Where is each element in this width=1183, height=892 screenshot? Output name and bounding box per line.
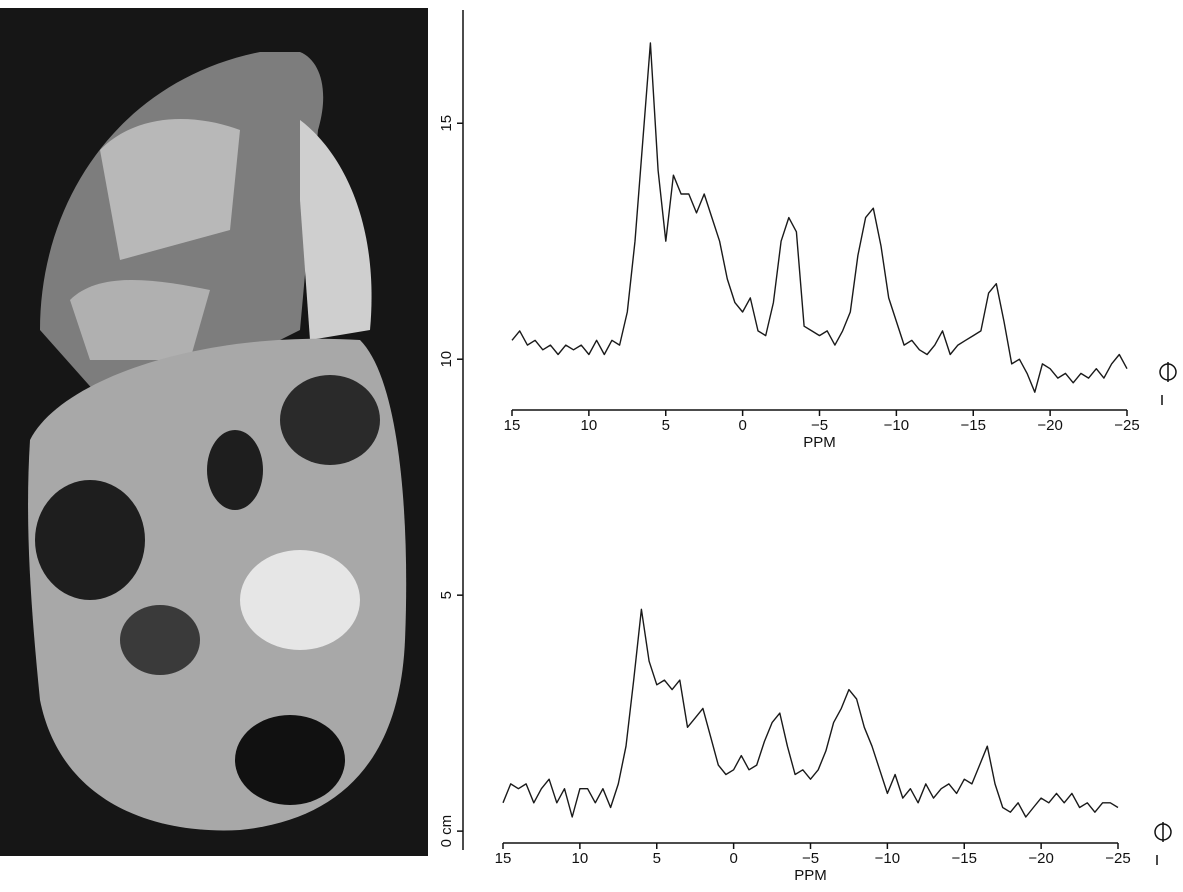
x-tick-label: 15	[504, 417, 521, 434]
probe-marker	[1155, 362, 1176, 865]
y-tick-label: 5	[438, 591, 455, 599]
kidney-medulla	[70, 280, 210, 360]
x-tick-label: 5	[662, 417, 670, 434]
x-tick-label: −20	[1037, 417, 1062, 434]
x-tick-label: −5	[802, 850, 819, 867]
page: 0 cm 5 10 15 15 10 5 0 −5 −10 −15 −20 −25 PPM 15 10 5 0 −5…	[0, 0, 1183, 892]
spectrum-line	[512, 43, 1127, 392]
hemorrhage	[207, 430, 263, 510]
x-axis-label: PPM	[803, 434, 836, 451]
y-tick-label: 10	[438, 351, 455, 368]
x-tick-label: 5	[653, 850, 661, 867]
x-axis-label: PPM	[794, 867, 827, 884]
specimen-photo	[0, 8, 428, 856]
x-tick-label: 10	[572, 850, 589, 867]
spectrum-line	[503, 609, 1118, 817]
hemorrhage	[280, 375, 380, 465]
x-tick-label: −15	[952, 850, 977, 867]
x-tick-label: 0	[729, 850, 737, 867]
x-tick-label: −5	[811, 417, 828, 434]
x-tick-label: 0	[738, 417, 746, 434]
figure: 0 cm 5 10 15 15 10 5 0 −5 −10 −15 −20 −25 PPM 15 10 5 0 −5…	[0, 0, 1183, 892]
x-tick-label: −10	[884, 417, 909, 434]
y-tick-label: 0 cm	[438, 815, 455, 848]
x-tick-label: −25	[1114, 417, 1139, 434]
x-tick-label: −25	[1105, 850, 1130, 867]
x-tick-label: −20	[1028, 850, 1053, 867]
y-tick-label: 15	[438, 115, 455, 132]
x-tick-label: 15	[495, 850, 512, 867]
hemorrhage	[235, 715, 345, 805]
hemorrhage	[35, 480, 145, 600]
hemorrhage	[120, 605, 200, 675]
necrosis	[240, 550, 360, 650]
x-tick-label: −10	[875, 850, 900, 867]
x-tick-label: 10	[581, 417, 598, 434]
x-tick-label: −15	[961, 417, 986, 434]
